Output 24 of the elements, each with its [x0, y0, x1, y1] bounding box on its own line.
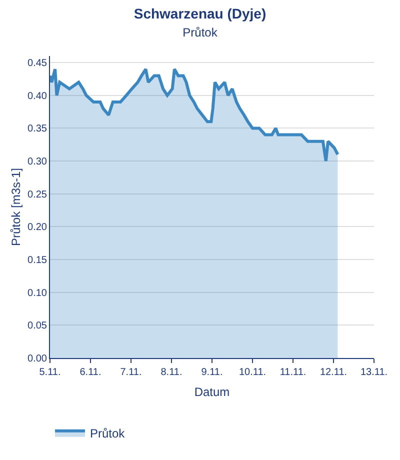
y-tick-label: 0.05: [28, 320, 48, 332]
y-tick-label: 0.00: [28, 354, 48, 364]
x-tick-label: 13.11.: [360, 367, 388, 378]
x-axis-title: Datum: [194, 384, 230, 399]
x-tick-label: 5.11.: [39, 367, 61, 378]
y-axis-title: Průtok [m3s-1]: [8, 168, 23, 246]
y-tick-label: 0.25: [28, 189, 48, 200]
y-tick-label: 0.10: [28, 288, 48, 299]
y-tick-label: 0.35: [28, 124, 48, 135]
chart-subtitle: Průtok: [182, 26, 218, 40]
x-tick-label: 9.11.: [201, 367, 223, 378]
legend-label: Průtok: [90, 426, 126, 441]
y-tick-label: 0.40: [28, 90, 48, 102]
x-tick-label: 12.11.: [320, 367, 348, 378]
x-tick-label: 7.11.: [120, 367, 142, 378]
chart-title: Schwarzenau (Dyje): [134, 5, 266, 22]
x-tick-label: 10.11.: [238, 367, 266, 378]
y-tick-label: 0.30: [28, 156, 48, 168]
y-tick-label: 0.20: [28, 222, 48, 234]
x-tick-label: 8.11.: [160, 367, 182, 378]
x-tick-label: 6.11.: [80, 367, 102, 378]
y-tick-label: 0.45: [28, 58, 48, 70]
y-tick-label: 0.15: [28, 255, 48, 266]
x-tick-label: 11.11.: [280, 367, 306, 378]
